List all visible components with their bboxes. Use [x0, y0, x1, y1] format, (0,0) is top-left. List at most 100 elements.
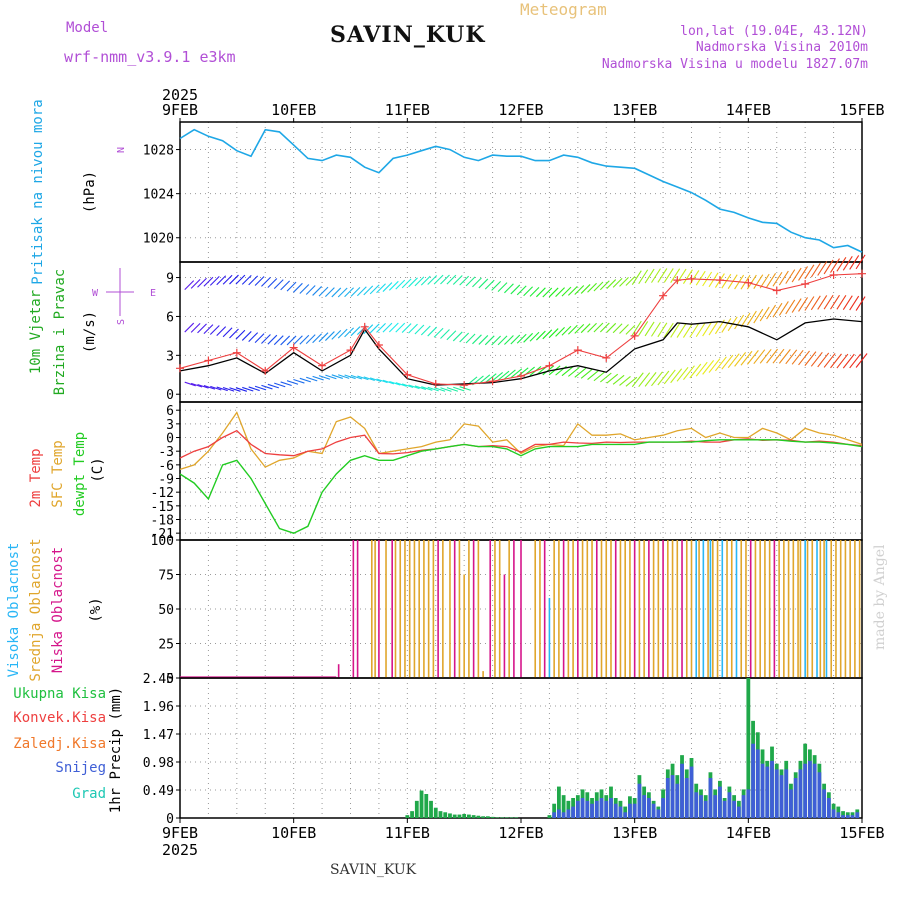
- precip-total-bar: [438, 811, 443, 818]
- precip-snow-bar: [637, 783, 642, 818]
- wind-arrow: [830, 353, 842, 369]
- precip-snow-bar: [575, 800, 580, 818]
- wind-arrow: [638, 269, 649, 285]
- wind-arrow: [325, 287, 335, 298]
- gust-marker: [687, 274, 696, 283]
- precip-snow-bar: [680, 763, 684, 818]
- precip-legend-item: Zaledj.Kisa: [13, 736, 106, 752]
- precip-snow-bar: [594, 800, 599, 818]
- pressure-y-tick-label: 1024: [143, 188, 174, 203]
- precip-snow-bar: [836, 812, 841, 818]
- wind-arrow: [529, 286, 540, 297]
- wind-arrow: [510, 284, 521, 295]
- time-label-top: 13FEB: [612, 101, 657, 119]
- gust-marker: [374, 340, 383, 349]
- wind-arrow: [356, 286, 367, 297]
- temperature-y-tick-label: -3: [158, 445, 174, 460]
- wind-arrow: [484, 373, 497, 384]
- wind-arrow: [305, 285, 316, 295]
- wind-arrow: [248, 275, 259, 286]
- wind-arrow: [682, 269, 693, 284]
- wind-arrow: [363, 376, 375, 382]
- wind-arrow: [791, 349, 804, 365]
- clouds-y-tick-label: 75: [158, 569, 174, 584]
- wind-arrow: [459, 386, 471, 391]
- wind-arrow: [836, 353, 849, 369]
- wind-arrow: [689, 322, 700, 338]
- wind-arrow: [184, 322, 195, 333]
- time-label-bottom: 15FEB: [839, 824, 884, 842]
- wind-arrow: [548, 328, 559, 338]
- time-label-top: 9FEB: [162, 101, 198, 119]
- wind-arrow: [452, 275, 463, 285]
- wind-arrow: [663, 322, 674, 338]
- wind-arrow: [676, 323, 687, 338]
- wind-arrow: [842, 255, 853, 271]
- wind-arrow: [197, 323, 207, 334]
- wind-arrow: [395, 279, 406, 290]
- wind-arrow: [472, 334, 482, 345]
- wind-arrow: [676, 268, 687, 284]
- wind-arrow: [229, 274, 239, 285]
- gust-marker: [772, 286, 781, 295]
- cloud-high-label: Visoka Oblacnost: [6, 543, 22, 678]
- wind-y-tick-label: 6: [166, 310, 174, 325]
- wind-arrow: [587, 370, 599, 380]
- wind-arrow: [382, 282, 393, 292]
- wind-arrow: [625, 324, 636, 335]
- wind-title: 10m Vjetar: [28, 290, 44, 374]
- wind-arrow: [286, 335, 297, 346]
- precip-snow-bar: [736, 806, 741, 818]
- precip-total-bar: [414, 800, 419, 818]
- wind-arrow: [759, 306, 770, 322]
- wind-arrow: [734, 352, 747, 367]
- wind-arrow: [638, 372, 651, 388]
- precip-snow-bar: [703, 800, 708, 818]
- gust-marker: [289, 343, 298, 352]
- temp-2m-line: [179, 429, 863, 459]
- wind-arrow: [235, 387, 248, 392]
- wind-arrow: [478, 374, 491, 385]
- wind-arrow: [318, 332, 329, 343]
- wind-arrow: [420, 325, 431, 336]
- wind-unit: (m/s): [82, 311, 98, 353]
- compass-w: W: [92, 288, 99, 299]
- precip-snow-bar: [822, 789, 827, 818]
- wind-arrow: [305, 334, 316, 344]
- precip-total-bar: [841, 811, 845, 818]
- wind-arrow: [599, 280, 610, 291]
- precip-snow-bar: [845, 815, 850, 818]
- wind-arrow: [491, 371, 503, 382]
- dewpt-temp-line: [179, 439, 863, 534]
- wind-arrow: [644, 268, 655, 284]
- meteogram-title: Meteogram: [520, 0, 607, 19]
- precip-snow-bar: [699, 795, 703, 818]
- time-label-top: 10FEB: [271, 101, 316, 119]
- wind-arrow: [759, 348, 772, 364]
- wind-arrow: [619, 277, 629, 287]
- wind-arrow: [267, 334, 278, 345]
- wind-arrow: [197, 384, 209, 389]
- precip-snow-bar: [826, 798, 831, 818]
- wind-arrow: [695, 361, 708, 377]
- precip-snow-bar: [556, 809, 561, 818]
- elevation-label: Nadmorska Visina 2010m: [695, 40, 868, 55]
- wind-arrow: [625, 376, 638, 387]
- wind-arrow: [497, 282, 508, 292]
- wind-arrow: [561, 286, 572, 297]
- clouds-y-tick-label: 100: [151, 534, 174, 549]
- precip-snow-bar: [718, 786, 722, 818]
- precip-total-bar: [552, 803, 557, 818]
- cloud-mid-label: Srednja Oblacnost: [28, 538, 44, 681]
- wind-arrow: [331, 374, 343, 379]
- wind-arrow: [216, 275, 227, 286]
- precip-snow-bar: [571, 806, 575, 818]
- wind-arrow: [804, 296, 815, 311]
- gust-marker: [801, 280, 810, 289]
- wind-arrow: [273, 279, 284, 289]
- wind-arrow: [670, 323, 681, 338]
- wind-arrow: [433, 274, 444, 285]
- wind-arrow: [727, 353, 740, 369]
- wind-arrow: [683, 365, 695, 381]
- temperature-y-tick-label: 0: [166, 432, 174, 447]
